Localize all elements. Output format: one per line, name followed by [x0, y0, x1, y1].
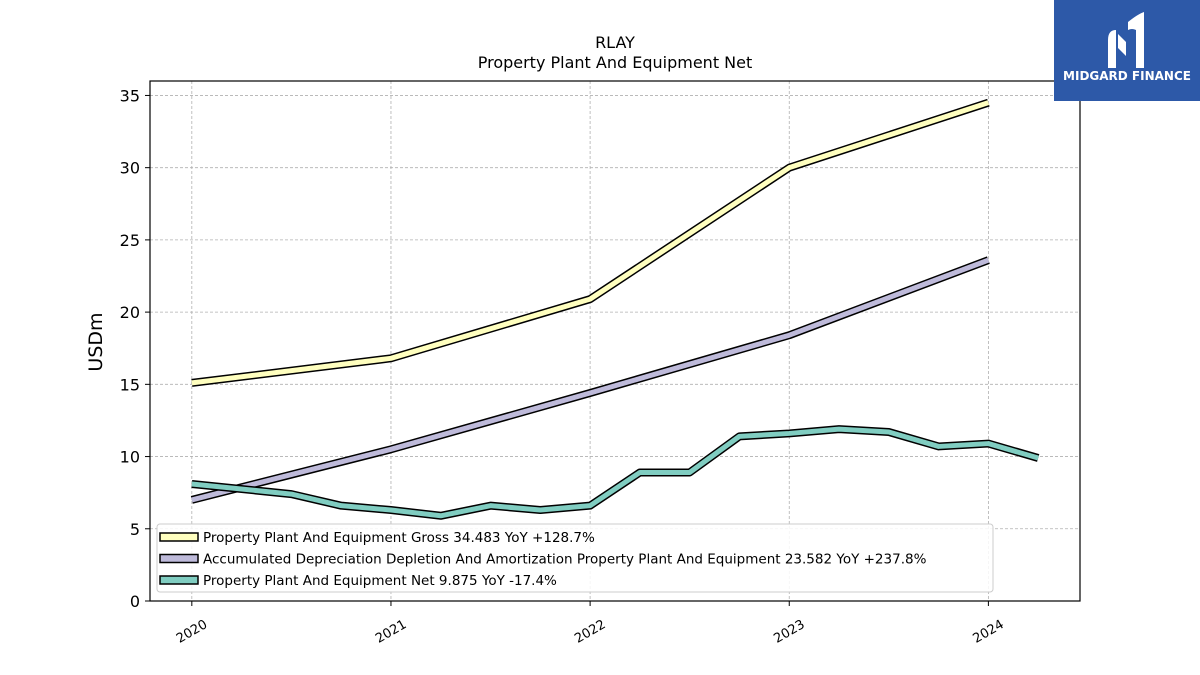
y-tick-label: 15: [120, 375, 140, 394]
legend-swatch: [159, 575, 199, 585]
chart-subtitle: Property Plant And Equipment Net: [478, 53, 753, 72]
series-2-line: [191, 426, 1039, 519]
series-layer: [190, 98, 1040, 520]
midgard-finance-logo-icon: [1108, 12, 1144, 68]
midgard-finance-logo: MIDGARD FINANCE: [1054, 0, 1200, 101]
x-tick-label: 2024: [971, 617, 1007, 647]
y-tick-label: 10: [120, 448, 140, 467]
grid: [150, 81, 1080, 602]
y-axis: 0 5 10 15 20 25 30 35: [120, 86, 150, 611]
plot-frame: [149, 80, 1081, 602]
y-tick-label: 35: [120, 86, 140, 105]
logo-text: MIDGARD FINANCE: [1063, 69, 1191, 83]
logo-background: [1054, 0, 1200, 101]
y-tick-label: 5: [130, 520, 140, 539]
legend-swatch: [159, 553, 199, 564]
y-axis-label: USDm: [85, 312, 107, 371]
legend-box: [156, 523, 994, 593]
series-1-line: [191, 257, 990, 503]
y-tick-label: 25: [120, 231, 140, 250]
legend-entry: Property Plant And Equipment Gross 34.48…: [203, 530, 595, 546]
x-tick-label: 2021: [373, 617, 409, 647]
chart-title: RLAY: [595, 33, 635, 52]
x-tick-label: 2020: [174, 617, 210, 647]
y-tick-label: 30: [120, 159, 140, 178]
legend-entry: Accumulated Depreciation Depletion And A…: [203, 552, 927, 568]
legend: Property Plant And Equipment Gross 34.48…: [156, 523, 994, 593]
y-tick-label: 20: [120, 303, 140, 322]
legend-swatch: [159, 532, 199, 542]
x-tick-label: 2022: [572, 617, 608, 647]
legend-entry: Property Plant And Equipment Net 9.875 Y…: [203, 573, 557, 589]
y-tick-label: 0: [130, 592, 140, 611]
x-tick-label: 2023: [771, 617, 807, 647]
series-0-line: [191, 100, 990, 386]
x-axis: 2020 2021 2022 2023 2024: [174, 601, 1007, 647]
